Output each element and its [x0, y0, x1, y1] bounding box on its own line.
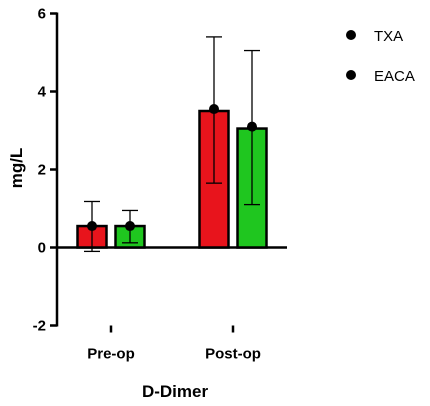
bars-group	[76, 36, 268, 253]
legend-marker-txa	[346, 30, 356, 40]
y-tick-label: -2	[33, 318, 46, 335]
x-tick-label: Post-op	[205, 346, 261, 363]
y-tick-label: 0	[38, 240, 46, 257]
legend: TXA EACA	[346, 28, 415, 85]
legend-label-eaca: EACA	[374, 68, 415, 85]
y-tick-label: 4	[38, 84, 47, 101]
data-point	[209, 104, 219, 115]
data-point	[247, 121, 257, 132]
data-point	[87, 221, 97, 232]
legend-label-txa: TXA	[374, 28, 403, 45]
legend-marker-eaca	[346, 70, 356, 80]
x-tick-label: Pre-op	[87, 346, 135, 363]
y-axis-title: mg/L	[7, 148, 26, 189]
y-tick-label: 2	[38, 162, 46, 179]
y-axis: -2 0 2 4 6	[33, 6, 59, 335]
y-tick-label: 6	[38, 6, 46, 23]
x-axis: Pre-op Post-op	[57, 246, 287, 363]
data-point	[125, 221, 135, 232]
x-axis-title: D-Dimer	[142, 382, 209, 401]
